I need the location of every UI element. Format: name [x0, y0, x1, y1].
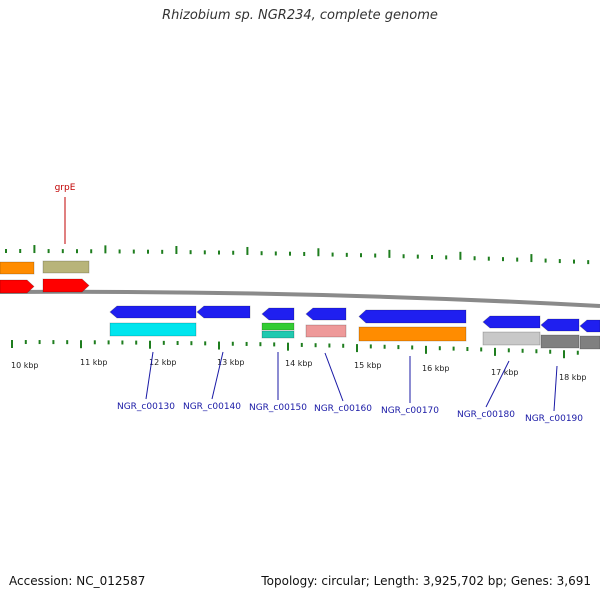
- gene-feature[interactable]: [540, 334, 580, 349]
- gene-feature[interactable]: [579, 335, 600, 350]
- gene-label[interactable]: NGR_c00180: [457, 410, 515, 420]
- gene-feature[interactable]: [482, 331, 541, 346]
- gene-feature[interactable]: [540, 318, 580, 332]
- gene-feature[interactable]: [42, 278, 90, 293]
- gene-feature[interactable]: [109, 305, 197, 319]
- gene-feature[interactable]: [196, 305, 251, 319]
- genome-backbone: [0, 289, 600, 308]
- gene-feature[interactable]: [261, 330, 295, 339]
- gene-feature[interactable]: [305, 324, 347, 338]
- gene-label[interactable]: NGR_c00150: [249, 403, 307, 413]
- gene-label[interactable]: NGR_c00170: [381, 406, 439, 416]
- kbp-label: 16 kbp: [422, 364, 450, 373]
- callout-line: [324, 352, 344, 402]
- gene-label[interactable]: NGR_c00160: [314, 404, 372, 414]
- gene-feature[interactable]: [358, 326, 467, 342]
- kbp-label: 12 kbp: [149, 358, 177, 367]
- inner-tick-track: [11, 340, 579, 359]
- gene-feature[interactable]: [42, 260, 90, 274]
- kbp-label: 15 kbp: [354, 361, 382, 370]
- outer-tick-track: [5, 245, 590, 265]
- kbp-label: 14 kbp: [285, 359, 313, 368]
- gene-feature[interactable]: [0, 261, 35, 275]
- kbp-scale: 10 kbp 11 kbp 12 kbp 13 kbp 14 kbp 15 kbp 16 k…: [11, 358, 587, 382]
- gene-feature[interactable]: [261, 322, 295, 331]
- gene-label[interactable]: NGR_c00190: [525, 414, 583, 424]
- kbp-label: 10 kbp: [11, 361, 39, 370]
- gene-label[interactable]: NGR_c00130: [117, 402, 175, 412]
- gene-feature[interactable]: [579, 319, 600, 333]
- callout-line: [485, 360, 510, 408]
- gene-callouts: grpE NGR_c00130 NGR_c00140 NGR_c00150 NGR_c0…: [55, 183, 584, 424]
- feature-track: [0, 260, 600, 350]
- callout-line: [211, 351, 224, 400]
- kbp-label: 11 kbp: [80, 358, 108, 367]
- gene-feature[interactable]: [0, 279, 35, 294]
- accession-text: Accession: NC_012587: [9, 574, 146, 588]
- kbp-label: 18 kbp: [559, 373, 587, 382]
- topology-summary: Topology: circular; Length: 3,925,702 bp…: [261, 574, 591, 588]
- gene-feature[interactable]: [109, 322, 197, 337]
- gene-label[interactable]: NGR_c00140: [183, 402, 241, 412]
- gene-feature[interactable]: [482, 315, 541, 329]
- gene-feature[interactable]: [261, 307, 295, 321]
- gene-feature[interactable]: [358, 309, 467, 324]
- callout-line: [553, 365, 558, 412]
- genome-title: Rhizobium sp. NGR234, complete genome: [162, 8, 438, 23]
- gene-feature[interactable]: [305, 307, 347, 321]
- callout-line: [145, 351, 154, 400]
- kbp-label: 17 kbp: [491, 368, 519, 377]
- gene-top-label[interactable]: grpE: [55, 183, 76, 193]
- kbp-label: 13 kbp: [217, 358, 245, 367]
